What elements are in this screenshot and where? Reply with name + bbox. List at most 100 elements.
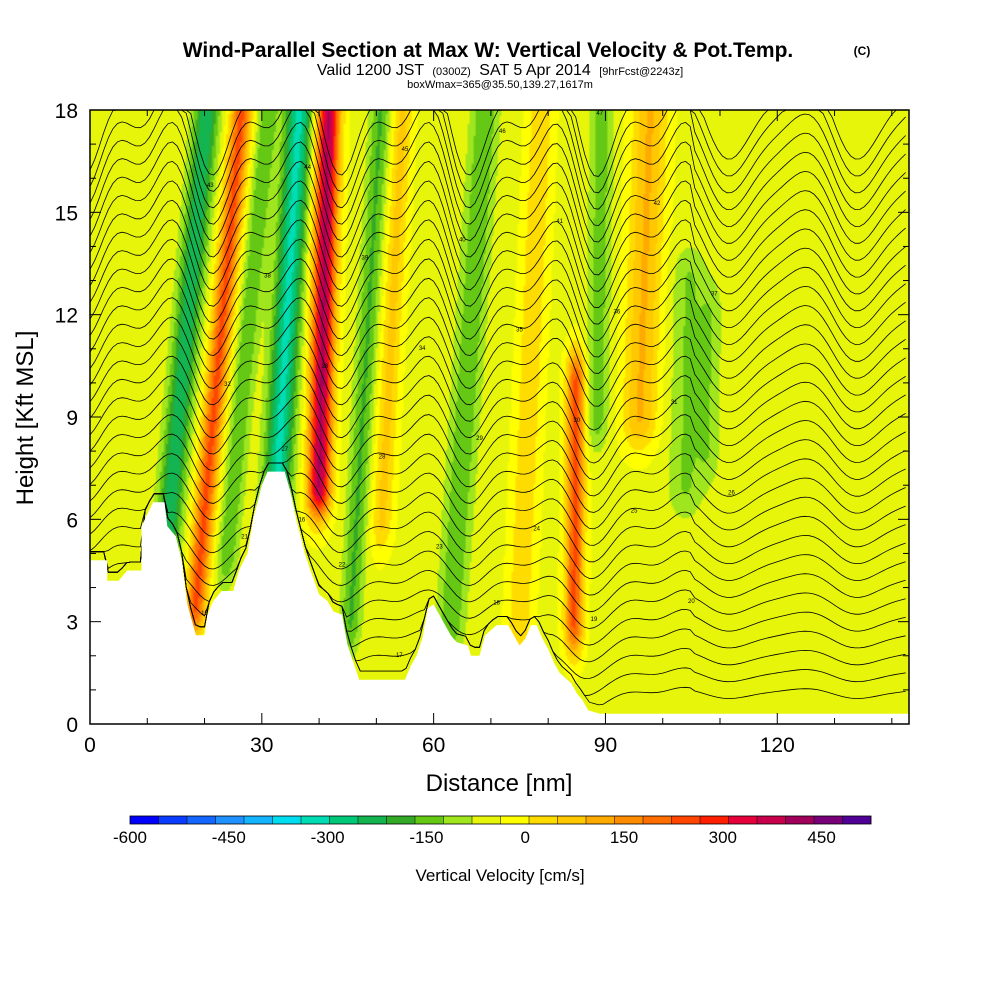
theta-contour	[89, 316, 906, 391]
theta-contour-label: 21	[241, 535, 248, 541]
colorbar-swatch	[785, 816, 815, 824]
theta-contour	[90, 462, 906, 579]
x-tick-label: 30	[250, 734, 273, 757]
box-wmax-note: boxWmax=365@35.50,139.27,1617m	[407, 79, 593, 91]
theta-contour-label: 31	[671, 400, 678, 406]
theta-contour	[89, 109, 906, 210]
colorbar-swatch	[614, 816, 644, 824]
subtitle-utc: (0300Z)	[432, 66, 471, 78]
colorbar-swatch	[728, 816, 758, 824]
theta-contour	[89, 355, 906, 431]
colorbar-tick-label: -150	[409, 828, 443, 847]
colorbar-swatch	[130, 816, 159, 824]
theta-contour-label: 26	[728, 490, 735, 496]
theta-contour	[89, 219, 906, 309]
theta-contour	[89, 462, 906, 546]
theta-contour-label: 25	[631, 509, 638, 515]
theta-contour	[89, 433, 906, 497]
colorbar-swatch	[700, 816, 729, 824]
subtitle-forecast: [9hrFcst@2243z]	[599, 66, 683, 78]
colorbar-swatch	[415, 816, 444, 824]
theta-contour-label: 35	[516, 328, 523, 334]
colorbar-tick-label: 150	[610, 828, 638, 847]
x-tick-label: 0	[84, 734, 96, 757]
y-tick-label: 12	[55, 305, 78, 328]
potential-temperature-contours: 1516171819202122232425262728293031323334…	[89, 109, 906, 706]
theta-contour	[89, 180, 906, 276]
y-tick-label: 6	[66, 509, 78, 532]
colorbar-swatch	[586, 816, 615, 824]
theta-contour-label: 22	[339, 563, 346, 569]
theta-contour-label: 30	[573, 418, 580, 424]
colorbar-swatch	[443, 816, 473, 824]
colorbar-swatch	[215, 816, 245, 824]
subtitle-date: SAT 5 Apr 2014	[479, 62, 591, 79]
theta-contour-label: 18	[493, 601, 500, 607]
colorbar-tick-label: -450	[212, 828, 246, 847]
colorbar: -600 -450 -300 -150 0 150 300 450	[113, 815, 872, 847]
theta-contour	[89, 277, 906, 358]
theta-contour	[89, 462, 906, 563]
theta-contour-label: 27	[281, 447, 288, 453]
theta-contour-label: 32	[224, 382, 231, 388]
x-tick-label: 120	[760, 734, 795, 757]
colorbar-swatch	[301, 816, 330, 824]
colorbar-swatch	[329, 816, 359, 824]
colorbar-swatch	[757, 816, 786, 824]
theta-contour	[89, 336, 906, 407]
colorbar-tick-label: 0	[520, 828, 529, 847]
theta-contour	[90, 462, 906, 613]
theta-contour-label: 24	[533, 527, 540, 533]
theta-contour-label: 39	[362, 255, 369, 261]
theta-contour	[89, 453, 906, 513]
x-axis-label: Distance [nm]	[426, 770, 573, 797]
theta-contour-label: 41	[556, 219, 563, 225]
theta-contour	[89, 414, 906, 481]
y-tick-label: 0	[66, 714, 78, 737]
theta-contour	[89, 141, 906, 243]
colorbar-swatch	[386, 816, 416, 824]
theta-contour-label: 20	[688, 599, 695, 605]
colorbar-swatch	[557, 816, 587, 824]
theta-contour	[89, 109, 906, 194]
theta-contour	[89, 462, 906, 530]
theta-contour	[89, 258, 906, 341]
theta-contour-label: 42	[654, 201, 661, 207]
theta-contour-label: 33	[321, 364, 328, 370]
colorbar-swatch	[244, 816, 273, 824]
theta-contour	[89, 375, 906, 448]
theta-contour-label: 16	[299, 518, 306, 524]
colorbar-swatch	[643, 816, 672, 824]
colorbar-swatch	[472, 816, 501, 824]
theta-contour-label: 36	[614, 310, 621, 316]
theta-contour-label: 40	[459, 237, 466, 243]
theta-contour-label: 29	[476, 436, 483, 442]
colorbar-tick-label: 450	[807, 828, 835, 847]
colorbar-swatch	[158, 816, 188, 824]
theta-contour-label: 34	[419, 346, 426, 352]
y-tick-label: 3	[66, 612, 78, 635]
colorbar-swatch	[842, 816, 872, 824]
x-tick-label: 90	[594, 734, 617, 757]
theta-contour-label: 46	[499, 129, 506, 135]
theta-contour	[89, 160, 906, 259]
theta-contour-label: 19	[591, 617, 598, 623]
theta-contour-label: 28	[379, 454, 386, 460]
theta-contour	[89, 199, 906, 292]
theta-contour	[89, 238, 906, 325]
theta-contour	[90, 462, 906, 596]
colorbar-tick-label: -600	[113, 828, 147, 847]
subtitle-valid: Valid 1200 JST	[317, 62, 425, 79]
theta-contour-label: 38	[264, 274, 271, 280]
theta-contour	[89, 121, 906, 227]
terrain	[90, 471, 909, 724]
theta-contour-label: 44	[304, 165, 311, 171]
y-tick-label: 15	[55, 202, 78, 225]
theta-contour	[89, 297, 906, 374]
plot-area: 1516171819202122232425262728293031323334…	[55, 100, 910, 757]
theta-contour-label: 47	[596, 111, 603, 117]
chart-title: Wind-Parallel Section at Max W: Vertical…	[183, 39, 794, 62]
colorbar-swatch	[500, 816, 530, 824]
